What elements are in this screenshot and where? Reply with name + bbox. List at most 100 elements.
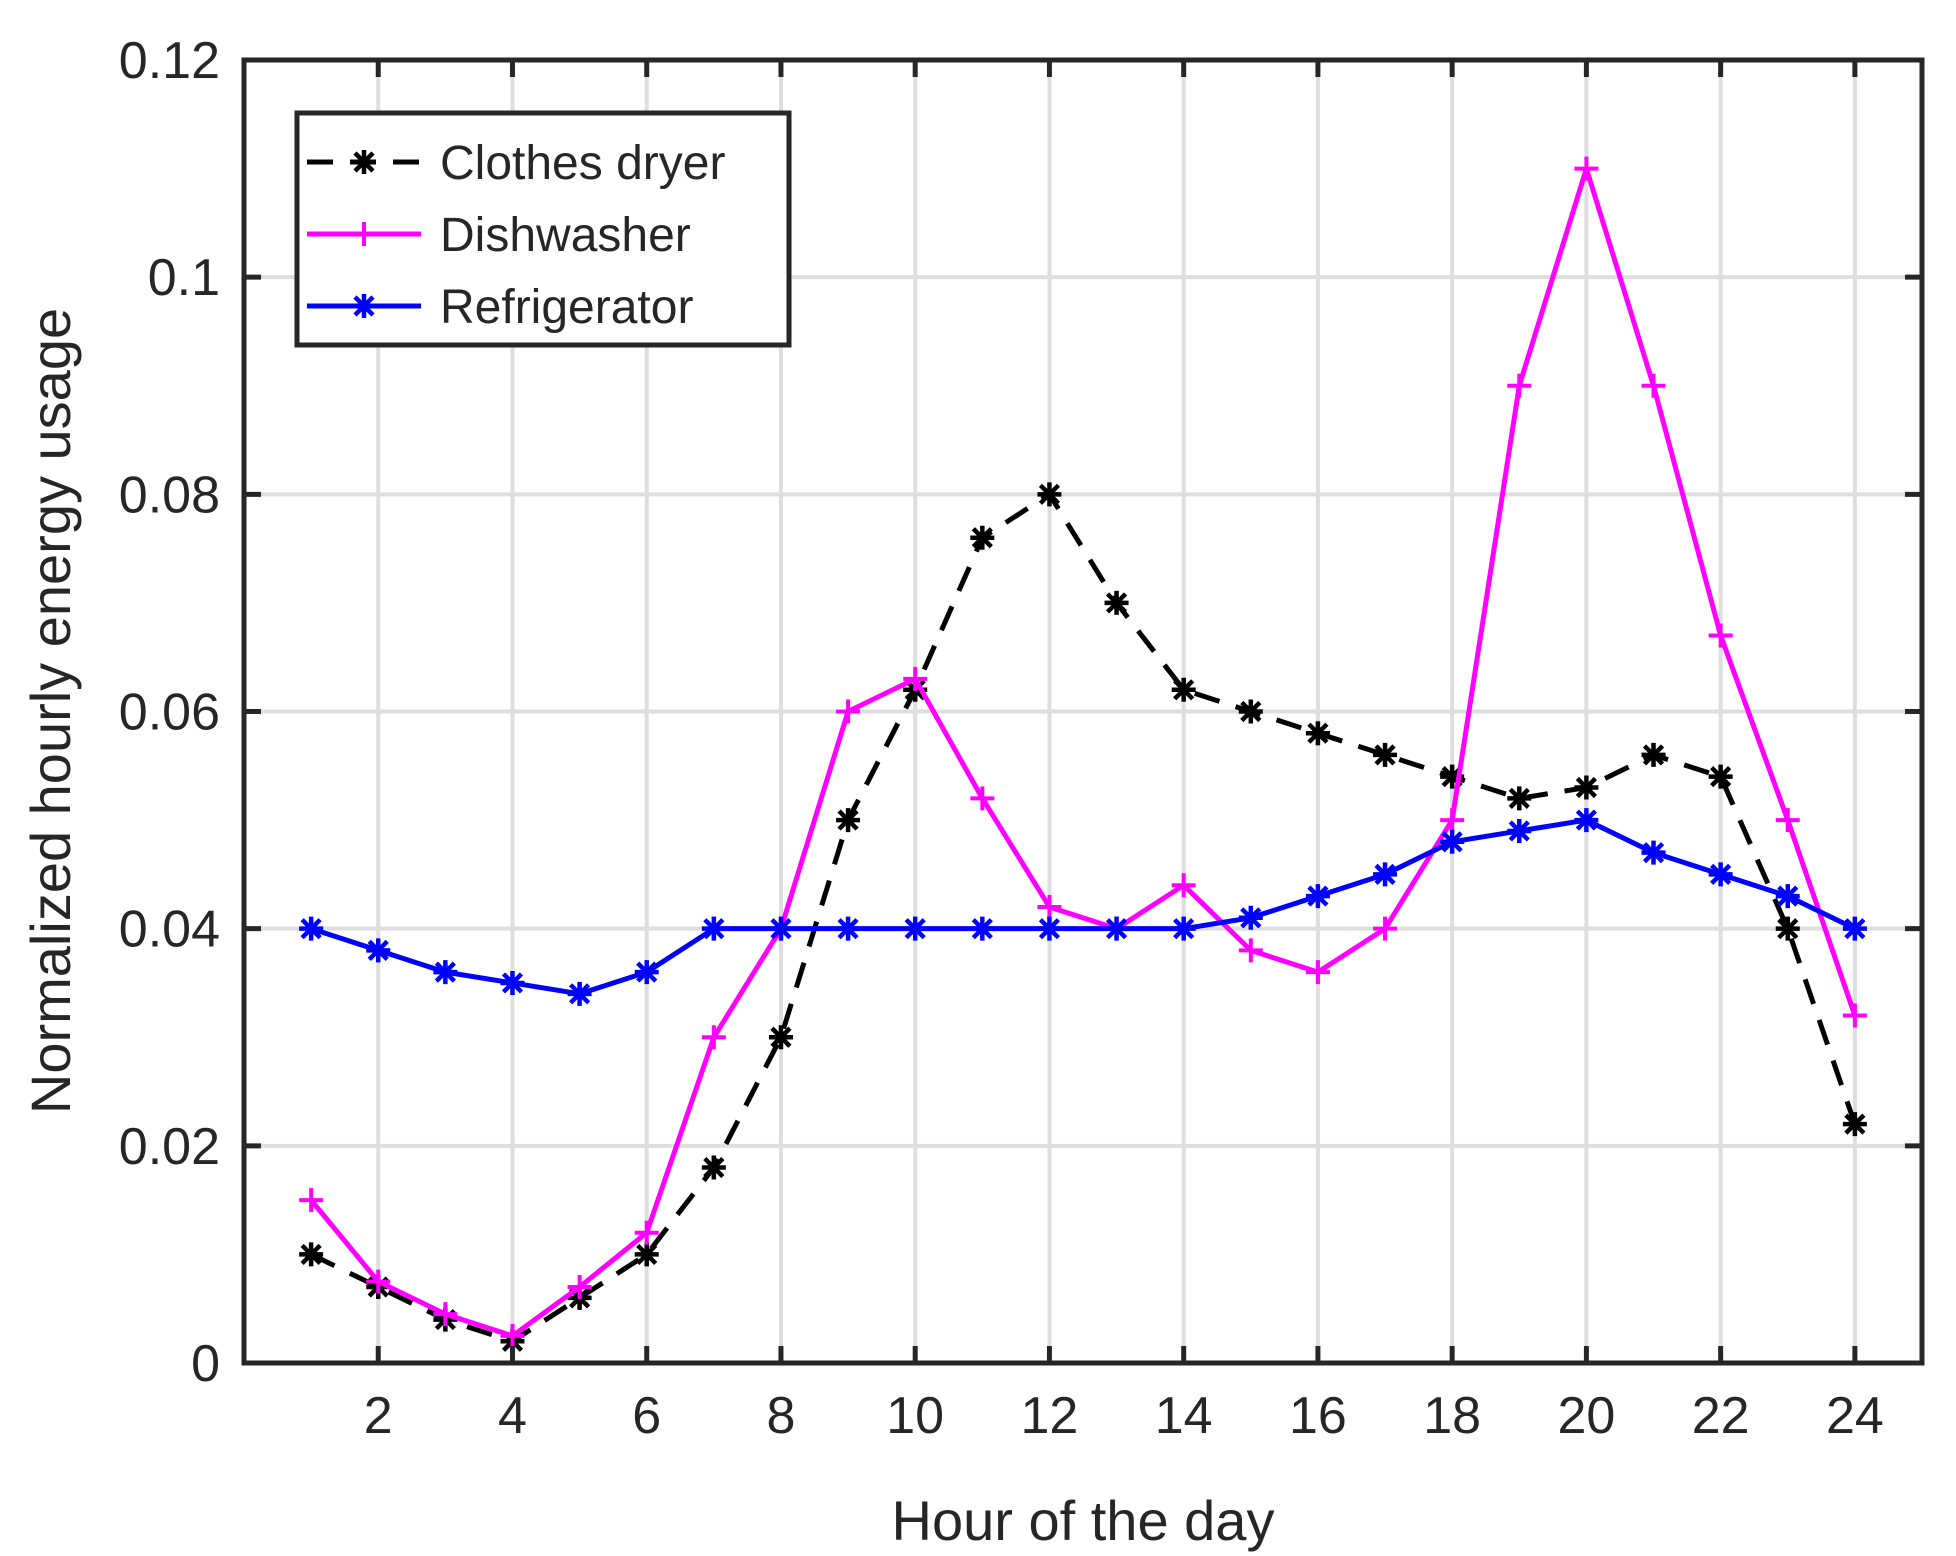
- data-point: [1037, 916, 1062, 941]
- data-point: [970, 786, 995, 811]
- data-point: [500, 1323, 525, 1348]
- data-point: [634, 1242, 659, 1267]
- y-axis-label: Normalized hourly energy usage: [19, 308, 82, 1114]
- data-point: [1842, 916, 1867, 941]
- x-tick-label: 20: [1557, 1387, 1615, 1445]
- data-point: [1641, 742, 1666, 767]
- data-point: [1507, 373, 1532, 398]
- data-point: [299, 916, 324, 941]
- legend-entry: Refrigerator: [307, 281, 693, 334]
- data-point: [1238, 938, 1263, 963]
- data-point: [433, 1302, 458, 1327]
- legend-label: Clothes dryer: [440, 137, 725, 190]
- x-tick-label: 6: [632, 1387, 661, 1445]
- data-point: [1171, 916, 1196, 941]
- data-point: [1305, 721, 1330, 746]
- data-point: [701, 1155, 726, 1180]
- y-tick-label: 0.1: [148, 249, 220, 307]
- x-tick-label: 4: [498, 1387, 527, 1445]
- legend-entry: Clothes dryer: [307, 137, 725, 190]
- data-point: [701, 1025, 726, 1050]
- series-line: [309, 166, 1858, 1339]
- x-tick-label: 12: [1021, 1387, 1079, 1445]
- data-point: [1238, 905, 1263, 930]
- data-point: [567, 981, 592, 1006]
- data-point: [1842, 1112, 1867, 1137]
- x-tick-label: 2: [364, 1387, 393, 1445]
- data-point: [1775, 916, 1800, 941]
- x-tick-label: 18: [1423, 1387, 1481, 1445]
- data-point: [1305, 884, 1330, 909]
- x-tick-label: 24: [1826, 1387, 1884, 1445]
- y-tick-label: 0.12: [119, 32, 220, 90]
- data-point: [836, 699, 861, 724]
- data-point: [1708, 764, 1733, 789]
- data-point: [1775, 808, 1800, 833]
- x-tick-label: 8: [766, 1387, 795, 1445]
- data-point: [634, 960, 659, 985]
- ticks: 2 4 6 8 10 12 14 16 18 20 22 2400.020.040.060.080.1…: [119, 32, 1922, 1445]
- data-point: [1104, 916, 1129, 941]
- data-point: [1037, 482, 1062, 507]
- data-point: [768, 916, 793, 941]
- data-point: [1641, 373, 1666, 398]
- legend-swatch-marker: [352, 150, 376, 174]
- data-point: [1574, 156, 1599, 181]
- data-point: [903, 916, 928, 941]
- x-tick-label: 10: [886, 1387, 944, 1445]
- data-point: [1373, 742, 1398, 767]
- data-point: [836, 808, 861, 833]
- data-point: [299, 1188, 324, 1213]
- data-point: [1574, 808, 1599, 833]
- data-point: [1507, 818, 1532, 843]
- data-point: [366, 938, 391, 963]
- data-point: [970, 525, 995, 550]
- data-point: [1507, 786, 1532, 811]
- data-point: [1842, 1003, 1867, 1028]
- data-point: [500, 970, 525, 995]
- data-point: [1641, 840, 1666, 865]
- data-point: [1037, 894, 1062, 919]
- data-point: [1104, 590, 1129, 615]
- legend: Clothes dryer Dishwasher Refrigerator: [294, 110, 792, 348]
- data-point: [1305, 960, 1330, 985]
- legend-swatch-marker: [352, 294, 376, 318]
- data-point: [1440, 764, 1465, 789]
- x-tick-label: 22: [1692, 1387, 1750, 1445]
- x-tick-label: 16: [1289, 1387, 1347, 1445]
- series-layer: [299, 156, 1867, 1354]
- legend-entry: Dishwasher: [307, 209, 691, 262]
- x-tick-label: 14: [1155, 1387, 1213, 1445]
- legend-label: Refrigerator: [440, 281, 693, 334]
- data-point: [1238, 699, 1263, 724]
- y-tick-label: 0.08: [119, 466, 220, 524]
- data-point: [836, 916, 861, 941]
- legend-label: Dishwasher: [440, 209, 691, 262]
- data-point: [1373, 862, 1398, 887]
- data-point: [1775, 884, 1800, 909]
- y-tick-label: 0.04: [119, 901, 220, 959]
- data-point: [1373, 916, 1398, 941]
- legend-entries: Clothes dryer Dishwasher Refrigerator: [307, 137, 725, 334]
- data-point: [903, 666, 928, 691]
- y-tick-label: 0: [191, 1335, 220, 1393]
- x-axis-label: Hour of the day: [892, 1489, 1275, 1552]
- y-tick-label: 0.06: [119, 684, 220, 742]
- data-point: [1440, 808, 1465, 833]
- data-point: [701, 916, 726, 941]
- data-point: [970, 916, 995, 941]
- data-point: [567, 1274, 592, 1299]
- data-point: [433, 960, 458, 985]
- data-point: [1171, 873, 1196, 898]
- data-point: [1171, 677, 1196, 702]
- legend-swatch-marker: [352, 222, 376, 246]
- data-point: [1708, 862, 1733, 887]
- data-point: [634, 1220, 659, 1245]
- data-point: [1574, 775, 1599, 800]
- series-refrigerator: [299, 808, 1867, 1006]
- data-point: [1440, 829, 1465, 854]
- data-point: [768, 1025, 793, 1050]
- data-point: [366, 1269, 391, 1294]
- data-point: [299, 1242, 324, 1267]
